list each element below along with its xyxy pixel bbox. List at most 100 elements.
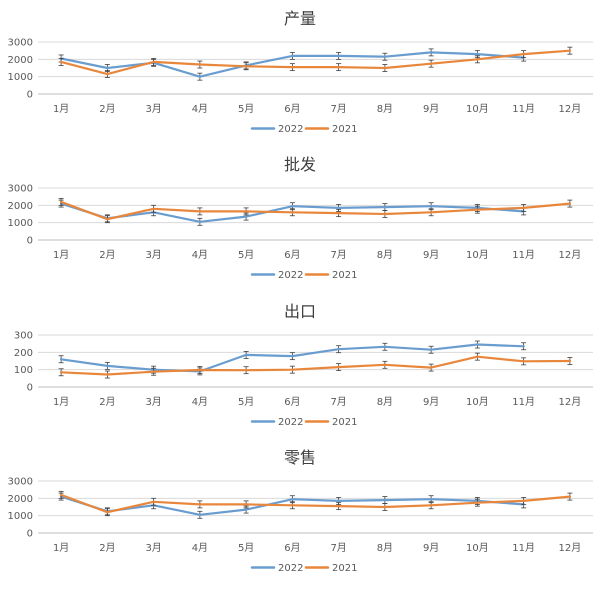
x-tick-label: 5月 <box>238 103 254 115</box>
data-point <box>429 51 433 54</box>
y-tick-label: 2000 <box>8 494 33 505</box>
data-point <box>522 499 525 503</box>
legend: 2022 2021 <box>250 124 357 135</box>
data-point <box>383 363 387 367</box>
x-tick-label: 8月 <box>377 396 393 408</box>
data-point <box>244 508 248 511</box>
legend: 2022 2021 <box>250 417 357 428</box>
data-point <box>152 207 155 210</box>
data-point <box>291 504 294 507</box>
data-point <box>291 354 294 358</box>
x-tick-label: 1月 <box>53 542 69 554</box>
data-point <box>106 511 109 514</box>
data-point <box>383 498 387 502</box>
chart-title: 零售 <box>284 448 316 467</box>
data-point <box>291 54 294 58</box>
legend-label: 2022 <box>278 417 303 428</box>
data-point <box>337 206 340 210</box>
data-point <box>476 58 479 61</box>
data-point <box>337 65 340 69</box>
data-point <box>198 513 202 516</box>
legend: 2022 2021 <box>250 563 357 574</box>
x-tick-label: 11月 <box>512 103 535 115</box>
y-tick-label: 1000 <box>8 218 33 229</box>
data-point <box>198 63 202 66</box>
data-point <box>337 499 340 503</box>
y-tick-label: 1000 <box>8 511 33 522</box>
y-tick-label: 2000 <box>8 201 33 212</box>
data-point <box>198 220 202 223</box>
data-point <box>291 205 294 208</box>
data-point <box>429 62 433 65</box>
data-point <box>337 365 340 369</box>
chart-title: 出口 <box>284 302 316 321</box>
x-tick-label: 7月 <box>330 396 346 408</box>
data-point <box>429 366 433 369</box>
y-tick-label: 0 <box>27 236 33 247</box>
data-point <box>383 212 387 216</box>
chart-panel-3: 零售 0 1000 2000 3000 1月 2月 3月 4月 5月 6月 7月 8月 9月 10月 11月 1… <box>8 448 593 574</box>
data-point <box>198 503 202 506</box>
data-point <box>291 211 294 214</box>
data-point <box>568 495 572 498</box>
data-point <box>476 52 479 56</box>
chart-panel-0: 产量 0 1000 2000 3000 1月 2月 3月 4月 5月 6月 7月 8月 9月 10月 11月 1… <box>8 9 593 135</box>
x-tick-label: 12月 <box>559 103 582 115</box>
x-tick-label: 7月 <box>330 542 346 554</box>
x-tick-label: 1月 <box>53 103 69 115</box>
x-tick-label: 10月 <box>466 103 489 115</box>
x-tick-label: 12月 <box>559 542 582 554</box>
data-point <box>568 202 572 205</box>
y-tick-label: 3000 <box>8 38 33 49</box>
series-line-2021 <box>59 49 572 76</box>
legend-label: 2021 <box>332 417 357 428</box>
x-tick-label: 10月 <box>466 249 489 261</box>
x-tick-label: 9月 <box>423 542 439 554</box>
data-point <box>476 208 479 211</box>
x-tick-label: 12月 <box>559 396 582 408</box>
data-point <box>106 373 109 376</box>
data-point <box>429 498 433 501</box>
legend-label: 2021 <box>332 270 357 281</box>
x-tick-label: 3月 <box>145 542 161 554</box>
data-point <box>106 364 109 368</box>
x-tick-label: 3月 <box>145 103 161 115</box>
legend-label: 2022 <box>278 563 303 574</box>
data-point <box>244 368 248 372</box>
x-tick-label: 5月 <box>238 396 254 408</box>
x-tick-label: 10月 <box>466 542 489 554</box>
y-tick-label: 0 <box>27 90 33 101</box>
legend-label: 2022 <box>278 124 303 135</box>
y-tick-label: 200 <box>14 348 33 359</box>
data-point <box>244 210 248 213</box>
legend-label: 2021 <box>332 124 357 135</box>
data-point <box>522 206 525 210</box>
x-tick-label: 7月 <box>330 103 346 115</box>
y-tick-label: 300 <box>14 331 33 342</box>
x-tick-label: 4月 <box>192 542 208 554</box>
y-tick-label: 100 <box>14 365 33 376</box>
x-tick-label: 9月 <box>423 396 439 408</box>
x-tick-label: 7月 <box>330 249 346 261</box>
data-point <box>244 353 248 357</box>
x-tick-label: 2月 <box>99 103 115 115</box>
x-tick-label: 4月 <box>192 249 208 261</box>
data-point <box>429 211 433 214</box>
x-tick-label: 6月 <box>284 249 300 261</box>
x-tick-label: 10月 <box>466 396 489 408</box>
y-tick-label: 3000 <box>8 184 33 195</box>
y-tick-label: 0 <box>27 383 33 394</box>
data-point <box>152 500 155 503</box>
data-point <box>337 348 340 351</box>
y-tick-label: 3000 <box>8 477 33 488</box>
x-tick-label: 1月 <box>53 396 69 408</box>
data-point <box>59 200 63 204</box>
data-point <box>383 345 387 348</box>
data-point <box>383 205 387 209</box>
x-tick-label: 2月 <box>99 249 115 261</box>
data-point <box>152 370 155 373</box>
data-point <box>522 345 525 348</box>
data-point <box>337 211 340 215</box>
